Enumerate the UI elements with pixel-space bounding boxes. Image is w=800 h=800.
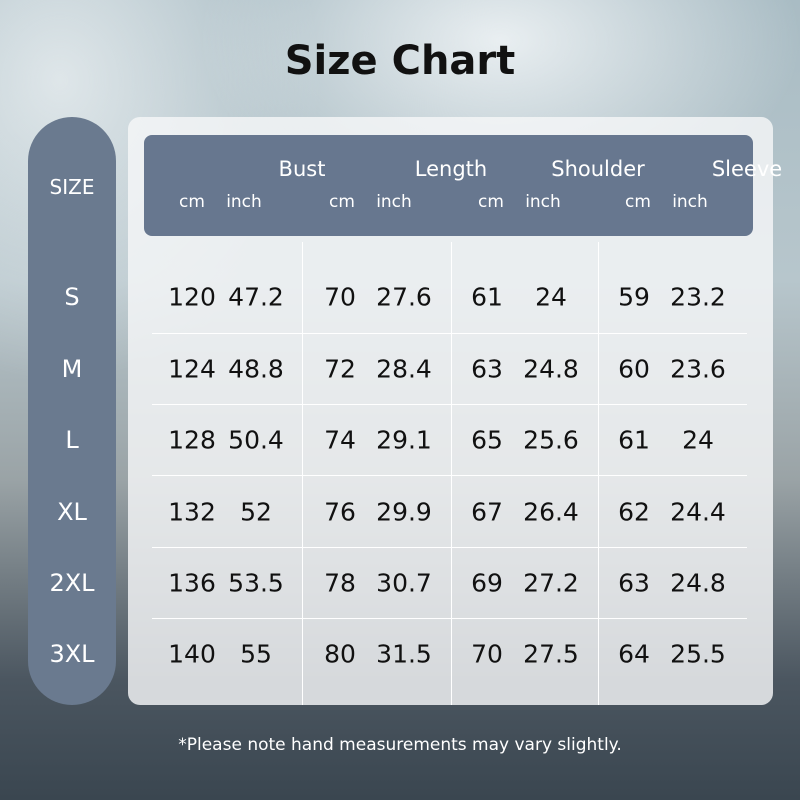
unit-cm: cm [329,192,355,212]
table-cell: 61 [618,425,650,455]
group-name: Sleeve [711,157,783,181]
table-cell: 70 [324,282,356,312]
unit-inch: inch [376,192,412,212]
table-cell: 25.6 [523,425,579,455]
table-cell: 59 [618,282,650,312]
row-divider [152,618,747,619]
unit-inch: inch [525,192,561,212]
table-cell: 63 [618,568,650,598]
size-label: 3XL [49,640,95,668]
table-cell: 78 [324,568,356,598]
table-cell: 76 [324,497,356,527]
group-name: Bust [278,157,326,181]
table-cell: 60 [618,354,650,384]
table-cell: 124 [168,354,216,384]
size-header: SIZE [49,175,95,199]
table-cell: 136 [168,568,216,598]
size-label: S [64,283,80,311]
table-cell: 24.8 [523,354,579,384]
table-cell: 28.4 [376,354,432,384]
table-cell: 24 [682,425,714,455]
table-cell: 128 [168,425,216,455]
table-cell: 52 [240,497,272,527]
table-cell: 25.5 [670,639,726,669]
size-column: SIZE S M L XL 2XL 3XL [28,117,116,705]
unit-cm: cm [179,192,205,212]
table-cell: 69 [471,568,503,598]
row-divider [152,404,747,405]
unit-inch: inch [672,192,708,212]
table-cell: 26.4 [523,497,579,527]
size-label: L [65,426,79,454]
table-cell: 29.9 [376,497,432,527]
table-cell: 61 [471,282,503,312]
size-table: Bust cm inch Length cm inch Shoulder cm in… [128,117,782,705]
disclaimer-note: *Please note hand measurements may vary … [178,735,622,755]
column-group-length: Length cm inch [302,135,487,236]
table-header: Bust cm inch Length cm inch Shoulder cm in… [144,135,782,236]
size-label: XL [57,498,87,526]
table-cell: 70 [471,639,503,669]
column-divider [451,242,452,705]
table-cell: 63 [471,354,503,384]
unit-cm: cm [478,192,504,212]
table-cell: 27.2 [523,568,579,598]
column-divider [302,242,303,705]
table-cell: 47.2 [228,282,284,312]
page-title: Size Chart [284,38,516,84]
table-cell: 29.1 [376,425,432,455]
table-cell: 74 [324,425,356,455]
table-cell: 23.2 [670,282,726,312]
table-cell: 27.6 [376,282,432,312]
row-divider [152,475,747,476]
column-divider [598,242,599,705]
table-cell: 27.5 [523,639,579,669]
unit-inch: inch [226,192,262,212]
table-cell: 80 [324,639,356,669]
table-cell: 50.4 [228,425,284,455]
table-cell: 55 [240,639,272,669]
table-cell: 67 [471,497,503,527]
table-cell: 48.8 [228,354,284,384]
table-cell: 140 [168,639,216,669]
table-cell: 64 [618,639,650,669]
row-divider [152,547,747,548]
table-cell: 53.5 [228,568,284,598]
table-cell: 31.5 [376,639,432,669]
column-group-sleeve: Sleeve cm inch [598,135,782,236]
table-cell: 120 [168,282,216,312]
table-cell: 23.6 [670,354,726,384]
size-label: M [61,355,83,383]
unit-cm: cm [625,192,651,212]
column-group-bust: Bust cm inch [152,135,325,236]
table-cell: 30.7 [376,568,432,598]
table-cell: 72 [324,354,356,384]
table-cell: 24 [535,282,567,312]
table-cell: 132 [168,497,216,527]
table-cell: 62 [618,497,650,527]
group-name: Length [414,157,488,181]
table-cell: 24.8 [670,568,726,598]
group-name: Shoulder [551,157,645,181]
size-label: 2XL [49,569,95,597]
table-cell: 65 [471,425,503,455]
row-divider [152,333,747,334]
table-cell: 24.4 [670,497,726,527]
column-group-shoulder: Shoulder cm inch [451,135,645,236]
